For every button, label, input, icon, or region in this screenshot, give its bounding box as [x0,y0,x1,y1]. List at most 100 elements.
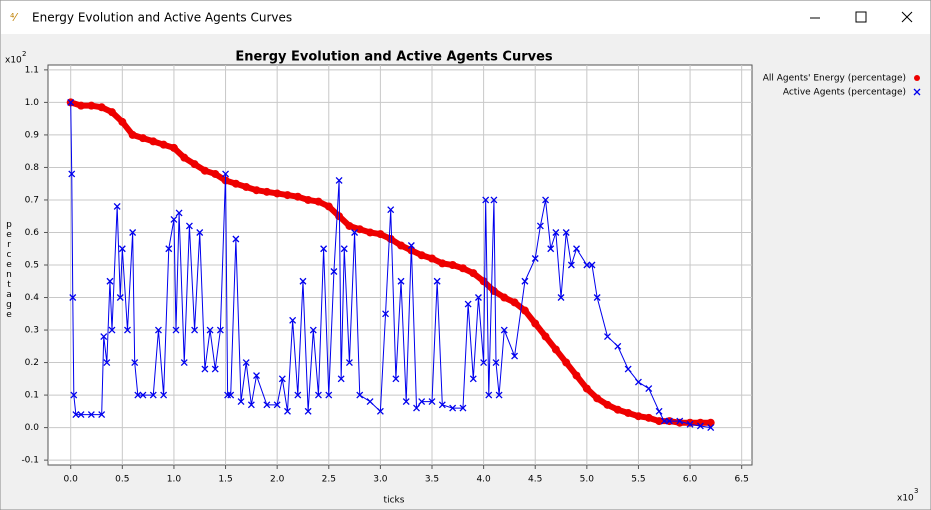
marker [644,413,653,422]
marker [417,251,426,260]
marker [304,195,313,204]
marker [299,277,307,285]
marker [98,411,106,419]
marker [542,196,550,204]
marker [448,261,457,269]
marker [614,342,622,350]
marker [149,137,158,146]
marker [624,408,633,417]
x-tick-label: 1.0 [167,475,182,485]
marker [169,143,178,152]
marker [262,187,271,196]
x-tick-label: 0.5 [115,475,129,485]
marker [356,391,364,399]
marker [335,176,343,184]
x-tick-label: 2.0 [270,475,285,485]
x-tick-label: 3.0 [373,475,388,485]
marker [134,391,142,399]
marker [573,245,580,253]
marker [386,234,395,243]
y-tick-label: 0.3 [25,326,39,336]
marker [175,209,183,217]
marker [118,117,127,126]
marker [293,192,302,201]
marker [707,424,715,432]
x-tick-label: 4.0 [476,475,491,485]
marker [562,229,570,236]
marker [211,365,219,373]
window-title: Energy Evolution and Active Agents Curve… [32,11,292,25]
legend-marker [913,88,921,96]
marker [500,293,509,302]
x-axis-label: ticks [384,496,405,506]
legend-marker [914,75,920,81]
marker [345,359,353,367]
marker [77,411,85,419]
marker [552,229,560,236]
marker [206,326,214,334]
marker [273,401,281,409]
y-tick-label: 0.7 [25,195,39,205]
marker [252,186,261,195]
marker [479,277,488,286]
marker [77,101,86,110]
marker [634,412,643,421]
marker [87,101,96,110]
marker [128,130,137,139]
marker [304,407,312,415]
marker [660,417,668,425]
marker [337,375,345,383]
marker [675,418,684,427]
marker [72,411,80,419]
title-bar [1,1,930,34]
marker [340,245,348,253]
y-multiplier-exponent: 2 [22,50,26,58]
marker [655,417,664,426]
marker [216,326,224,334]
marker [180,359,188,367]
marker [459,404,467,412]
marker [418,398,426,406]
marker [482,196,490,204]
marker [103,359,111,367]
marker [159,140,168,149]
y-axis-label: percentage [4,220,14,320]
close-button[interactable] [901,11,913,23]
marker [521,277,529,285]
marker [201,365,209,373]
marker [510,298,519,307]
maximize-button[interactable] [855,11,867,23]
marker [325,391,333,399]
marker [237,398,245,406]
y-tick-label: 0.1 [25,391,39,401]
marker [138,134,147,143]
marker [588,261,596,269]
y-tick-label: 0.6 [25,228,40,238]
marker [613,405,622,414]
legend-label: All Agents' Energy (percentage) [763,74,906,84]
y-tick-label: -0.1 [21,456,39,466]
y-tick-label: 0.5 [25,261,39,271]
marker [500,326,508,334]
chart-title: Energy Evolution and Active Agents Curve… [235,50,553,65]
marker [593,294,601,301]
x-multiplier-exponent: 3 [914,487,918,495]
marker [232,235,240,243]
marker [511,352,519,360]
marker [160,391,168,399]
marker [413,404,420,412]
marker [118,245,126,253]
y-tick-label: 1.1 [25,65,39,75]
marker [531,319,540,328]
x-tick-label: 3.5 [425,475,439,485]
marker [200,166,209,175]
marker [696,422,704,430]
marker [165,245,173,253]
marker [253,372,260,380]
marker [474,294,482,301]
marker [582,384,591,393]
x-tick-label: 1.5 [218,475,232,485]
marker [458,264,467,273]
marker [67,98,75,106]
